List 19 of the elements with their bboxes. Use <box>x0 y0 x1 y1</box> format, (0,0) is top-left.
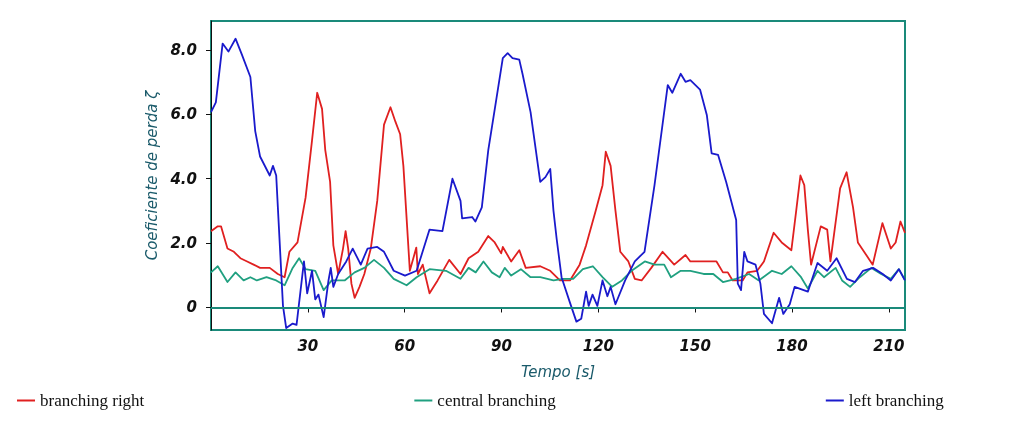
legend-label: central branching <box>437 391 557 410</box>
x-tick-label: 90 <box>491 336 512 355</box>
y-tick-label: 8.0 <box>170 40 197 59</box>
y-tick-label: 6.0 <box>170 105 197 124</box>
x-axis-title: Tempo [s] <box>520 362 596 381</box>
line-series <box>210 37 906 329</box>
x-tick-label: 60 <box>394 336 416 355</box>
x-tick-label: 30 <box>297 336 319 355</box>
y-tick-label: 2.0 <box>170 234 197 253</box>
x-tick-label: 150 <box>679 336 711 355</box>
y-tick-label: 0 <box>186 298 197 317</box>
x-tick-label: 120 <box>582 336 615 355</box>
x-tick-label: 210 <box>873 336 905 355</box>
legend-label: left branching <box>848 391 945 410</box>
line-series <box>210 91 906 299</box>
y-tick-label: 4.0 <box>169 169 197 188</box>
y-axis-title: Coeficiente de perda ζ <box>142 89 161 261</box>
x-tick-label: 180 <box>776 336 808 355</box>
legend-label: branching right <box>40 391 145 410</box>
